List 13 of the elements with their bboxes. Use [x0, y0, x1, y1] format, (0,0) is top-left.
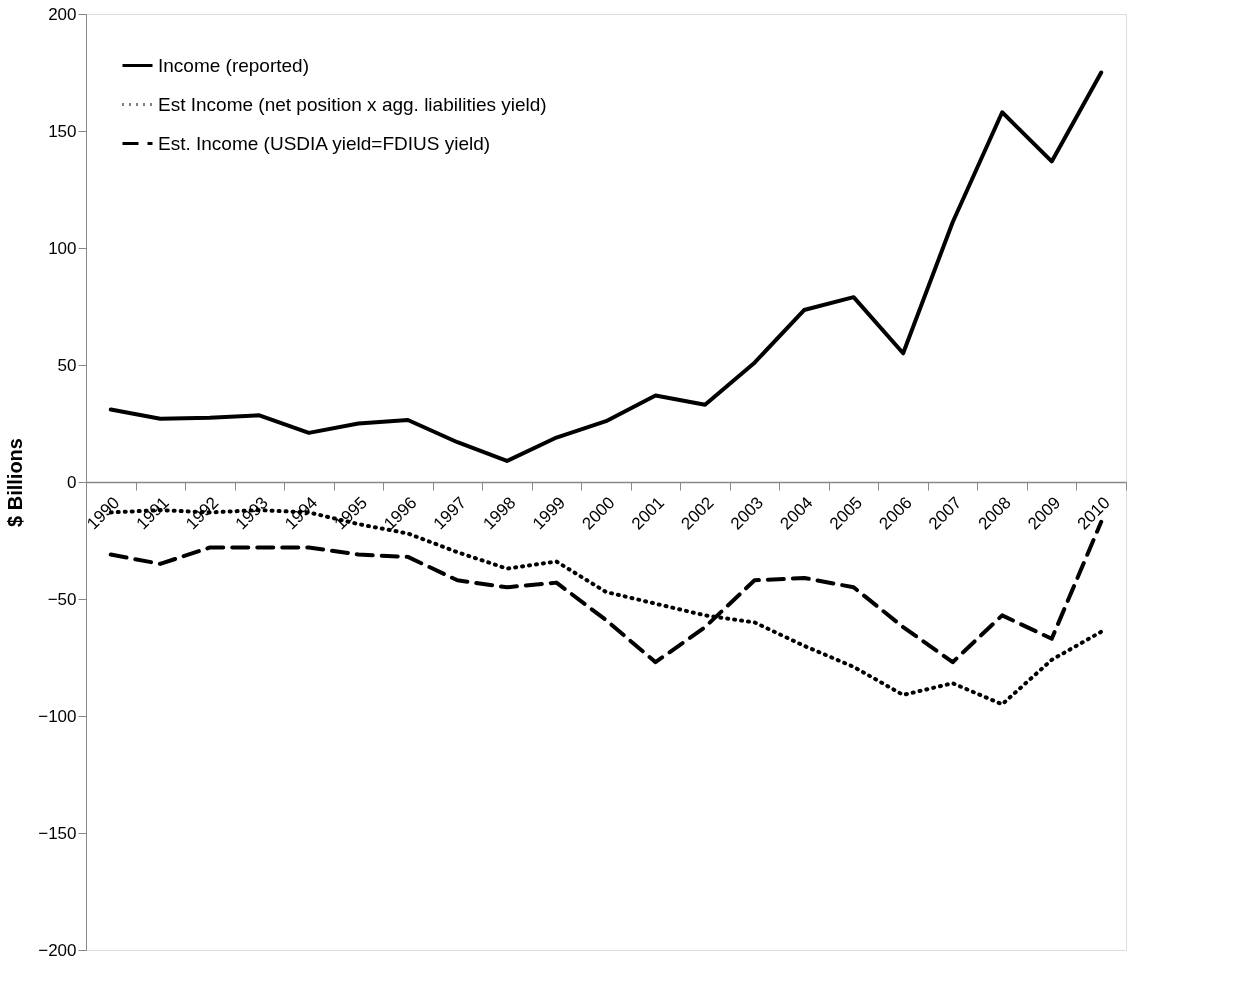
y-tick-label: 150: [48, 121, 77, 141]
legend-label: Est. Income (USDIA yield=FDIUS yield): [158, 132, 491, 154]
y-tick-label: −150: [38, 823, 77, 843]
y-tick-label: −100: [38, 706, 77, 726]
y-tick-label: −200: [38, 940, 77, 960]
legend-label: Income (reported): [158, 54, 310, 76]
y-tick-label: 0: [67, 472, 77, 492]
y-tick-label: 100: [48, 238, 77, 258]
y-tick-label: −50: [47, 589, 77, 609]
y-axis-title: $ Billions: [4, 438, 27, 527]
y-tick-label: 200: [48, 4, 77, 24]
y-tick-label: 50: [57, 355, 77, 375]
legend-label: Est Income (net position x agg. liabilities yield): [158, 93, 547, 115]
